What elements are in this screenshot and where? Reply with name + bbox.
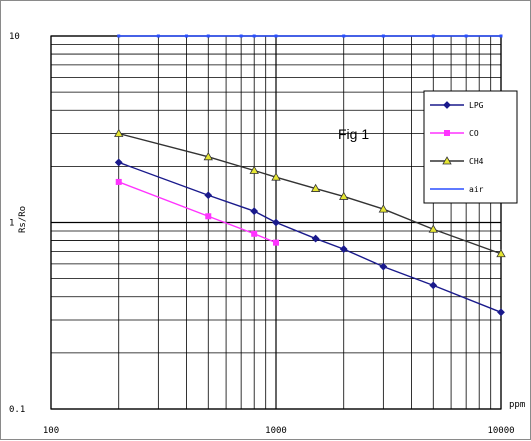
series-lpg — [114, 158, 505, 317]
legend-item: air — [430, 185, 484, 194]
data-point — [496, 248, 506, 258]
data-point — [428, 224, 438, 233]
data-point — [378, 204, 389, 213]
data-point — [339, 245, 348, 254]
legend-item: LPG — [430, 101, 484, 110]
legend-label: LPG — [469, 101, 484, 110]
data-point — [156, 34, 160, 38]
data-point — [184, 34, 188, 38]
legend: LPG CO CH4 air — [423, 90, 518, 204]
figure-annotation: Fig 1 — [338, 126, 369, 142]
series-layer — [114, 34, 506, 317]
y-tick-label: 1 — [9, 219, 14, 229]
data-point — [271, 172, 281, 181]
legend-box — [423, 90, 518, 204]
data-point — [204, 191, 213, 200]
data-point — [464, 34, 468, 38]
data-point — [442, 156, 452, 165]
data-point — [431, 34, 435, 38]
data-point — [249, 165, 259, 174]
data-point — [311, 234, 320, 243]
series-co — [115, 178, 279, 246]
data-point — [273, 239, 279, 246]
data-point — [274, 34, 278, 38]
data-point — [497, 308, 505, 317]
y-axis-label: Rs/Ro — [18, 206, 28, 233]
legend-item: CH4 — [430, 156, 484, 166]
legend-label: CO — [469, 129, 479, 138]
x-tick-label: 10000 — [487, 426, 514, 436]
data-point — [251, 230, 258, 237]
legend-item: CO — [430, 129, 479, 138]
legend-label: CH4 — [469, 157, 484, 166]
axis-ticks: 100 1000 10000 10 1 0.1 — [9, 32, 515, 436]
data-point — [444, 130, 450, 136]
data-point — [379, 262, 388, 271]
data-point — [114, 128, 124, 137]
data-point — [429, 281, 438, 290]
data-point — [339, 191, 349, 200]
series-line — [118, 181, 277, 244]
data-point — [205, 213, 212, 220]
data-point — [252, 34, 256, 38]
x-tick-label: 100 — [43, 426, 59, 436]
data-point — [115, 178, 122, 185]
data-point — [342, 34, 346, 38]
data-point — [114, 158, 123, 167]
data-point — [203, 152, 213, 161]
series-ch4 — [114, 128, 506, 258]
data-point — [443, 101, 451, 109]
legend-label: air — [469, 185, 484, 194]
y-tick-label: 10 — [9, 32, 20, 42]
x-tick-label: 1000 — [265, 426, 287, 436]
air-ticks — [117, 34, 503, 38]
data-point — [250, 207, 259, 216]
data-point — [239, 34, 243, 38]
data-point — [381, 34, 385, 38]
data-point — [272, 218, 280, 227]
data-point — [206, 34, 210, 38]
x-axis-label: ppm — [509, 400, 525, 410]
data-point — [310, 183, 321, 192]
data-point — [117, 34, 121, 38]
data-point — [499, 34, 503, 38]
y-tick-label: 0.1 — [9, 405, 25, 415]
